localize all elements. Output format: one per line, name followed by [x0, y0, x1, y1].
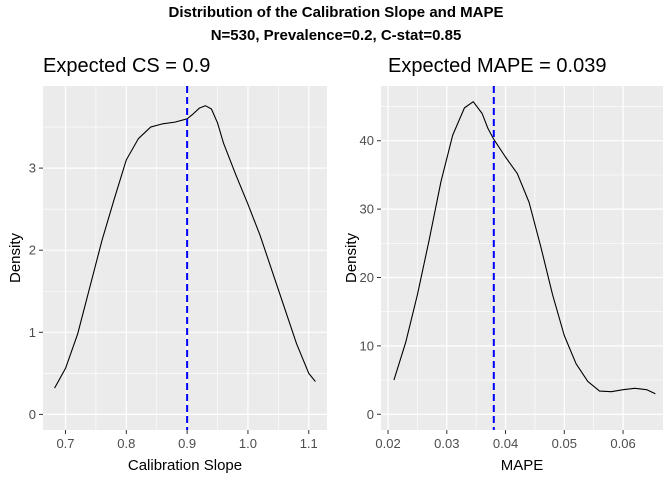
panel-2-y-tick-label: 40: [360, 133, 374, 148]
panel-2-y-tick-label: 30: [360, 202, 374, 217]
panel-1-y-tick-label: 2: [29, 243, 36, 258]
panel-1-x-axis-label: Calibration Slope: [128, 457, 242, 474]
panel-2-y-axis-label: Density: [343, 232, 360, 283]
panel-1-background: [43, 86, 327, 430]
figure-title: Distribution of the Calibration Slope an…: [168, 4, 504, 21]
panel-2-y-tick-label: 0: [367, 407, 374, 422]
panel-2-x-tick-label: 0.05: [552, 436, 577, 451]
panel-1-title: Expected CS = 0.9: [43, 55, 210, 77]
panel-2-y-tick-label: 20: [360, 270, 374, 285]
panel-1-x-tick-label: 0.7: [56, 436, 74, 451]
panel-2-density-curve: [393, 101, 656, 395]
panel-1-y-axis-label: Density: [7, 232, 24, 283]
panel-2-x-tick-label: 0.06: [610, 436, 635, 451]
panel-2-x-tick-label: 0.02: [375, 436, 400, 451]
panel-1-x-tick-label: 0.8: [117, 436, 135, 451]
panel-2-y-tick-label: 10: [360, 338, 374, 353]
panel-2-x-tick-label: 0.04: [493, 436, 518, 451]
panel-2-title: Expected MAPE = 0.039: [388, 55, 606, 77]
panel-1-y-tick-label: 1: [29, 325, 36, 340]
panel-2-x-tick-label: 0.03: [434, 436, 459, 451]
panel-1-y-tick-label: 3: [29, 161, 36, 176]
panel-1-x-tick-label: 0.9: [178, 436, 196, 451]
panel-1-x-tick-label: 1.1: [300, 436, 318, 451]
panel-1-density-curve: [54, 105, 316, 389]
panel-2-x-axis-label: MAPE: [501, 457, 544, 474]
panel-2-background: [381, 86, 663, 430]
panel-1-x-tick-label: 1.0: [239, 436, 257, 451]
figure-subtitle: N=530, Prevalence=0.2, C-stat=0.85: [210, 27, 462, 44]
panel-1-y-tick-label: 0: [29, 407, 36, 422]
